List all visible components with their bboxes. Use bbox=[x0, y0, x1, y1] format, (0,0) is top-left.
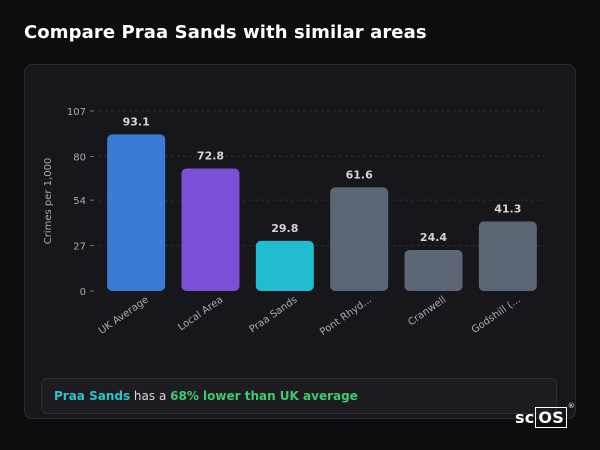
y-tick-label-0: 0 bbox=[80, 287, 86, 298]
bar-4 bbox=[404, 249, 463, 291]
summary-difference: 68% lower than UK average bbox=[170, 389, 358, 403]
y-tick-label-2: 54 bbox=[73, 196, 86, 207]
bar-value-label-0: 93.1 bbox=[123, 115, 150, 128]
x-tick-label-3: Pont Rhyd... bbox=[318, 294, 374, 338]
summary-place: Praa Sands bbox=[54, 389, 131, 403]
bar-0 bbox=[107, 134, 166, 291]
bar-1 bbox=[181, 168, 240, 291]
x-tick-label-5: Godshill (... bbox=[470, 294, 523, 336]
y-tick-label-4: 107 bbox=[67, 107, 86, 118]
bar-5 bbox=[478, 221, 537, 291]
comparison-card: Crimes per 1,000 0 27 54 80 107 93.1 UK Average… bbox=[24, 64, 576, 419]
summary-banner: Praa Sands has a 68% lower than UK avera… bbox=[41, 378, 557, 414]
x-tick-label-4: Cranwell bbox=[406, 294, 448, 328]
bar-3 bbox=[330, 187, 389, 291]
bar-value-label-5: 41.3 bbox=[494, 203, 521, 216]
crime-bar-chart: Crimes per 1,000 0 27 54 80 107 93.1 UK Average… bbox=[43, 107, 545, 338]
bar-value-label-2: 29.8 bbox=[271, 222, 298, 235]
page-title: Compare Praa Sands with similar areas bbox=[24, 22, 427, 43]
bar-value-label-4: 24.4 bbox=[420, 231, 447, 244]
bar-2 bbox=[255, 240, 314, 291]
logo-registered-mark: ® bbox=[567, 402, 575, 410]
x-tick-label-1: Local Area bbox=[176, 294, 225, 333]
logo-text-b: OS bbox=[535, 407, 567, 428]
x-tick-label-0: UK Average bbox=[97, 294, 151, 336]
x-tick-label-2: Praa Sands bbox=[248, 294, 300, 335]
scos-logo: sc OS ® bbox=[515, 402, 575, 428]
summary-text: has a bbox=[130, 389, 171, 403]
bar-value-label-3: 61.6 bbox=[346, 168, 373, 181]
y-tick-label-1: 27 bbox=[73, 242, 86, 253]
bar-value-label-1: 72.8 bbox=[197, 150, 224, 163]
y-axis-label: Crimes per 1,000 bbox=[43, 158, 54, 245]
logo-text-a: sc bbox=[515, 408, 535, 427]
y-tick-label-3: 80 bbox=[73, 152, 86, 163]
